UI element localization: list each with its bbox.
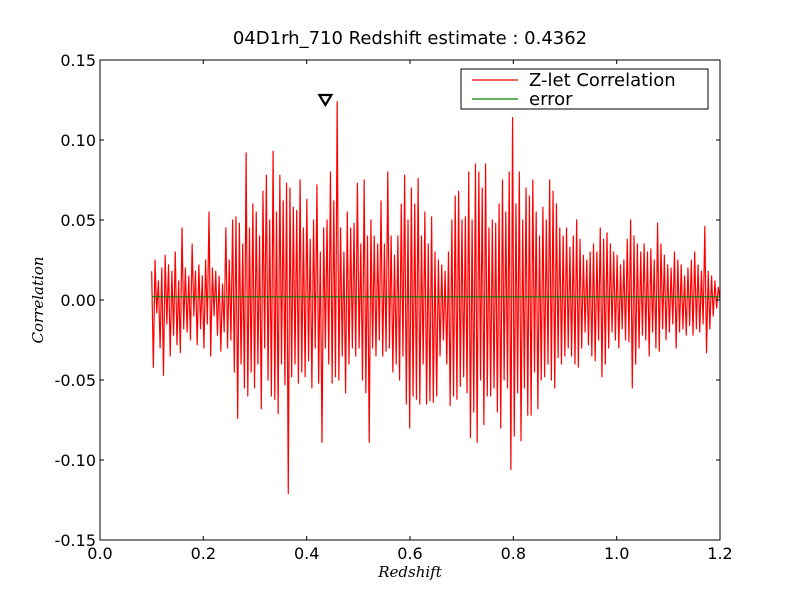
legend: Z-let Correlation error: [460, 68, 709, 110]
y-tick-label: -0.15: [55, 531, 96, 550]
y-tick-label: 0.05: [60, 211, 96, 230]
series-line-zlet-correlation: [151, 100, 721, 495]
y-tick-label: 0.15: [60, 51, 96, 70]
x-tick-label: 1.2: [707, 544, 732, 563]
redshift-estimate-marker: [317, 93, 334, 108]
y-tick-label: 0.00: [60, 291, 96, 310]
x-tick-label: 0.2: [191, 544, 216, 563]
x-tick-label: 0.0: [87, 544, 112, 563]
chart-title: 04D1rh_710 Redshift estimate : 0.4362: [233, 28, 587, 49]
x-axis-label: Redshift: [377, 563, 442, 581]
x-tick-label: 0.4: [294, 544, 319, 563]
y-tick-label: 0.10: [60, 131, 96, 150]
marker-layer: [317, 93, 334, 108]
series-layer: [151, 100, 721, 495]
x-tick-label: 1.0: [604, 544, 629, 563]
y-tick-label: -0.05: [55, 371, 96, 390]
x-tick-label: 0.6: [397, 544, 422, 563]
y-axis-label: Correlation: [29, 257, 47, 344]
legend-box: [460, 68, 709, 110]
y-tick-label: -0.10: [55, 451, 96, 470]
x-tick-label: 0.8: [501, 544, 526, 563]
ticks-layer: 0.0 0.2 0.4 0.6 0.8 1.0 1.2 0.15 0.10 0.05 0.00 -0.…: [55, 51, 733, 563]
legend-label-error: error: [529, 89, 573, 110]
legend-label-zlet: Z-let Correlation: [529, 70, 676, 91]
